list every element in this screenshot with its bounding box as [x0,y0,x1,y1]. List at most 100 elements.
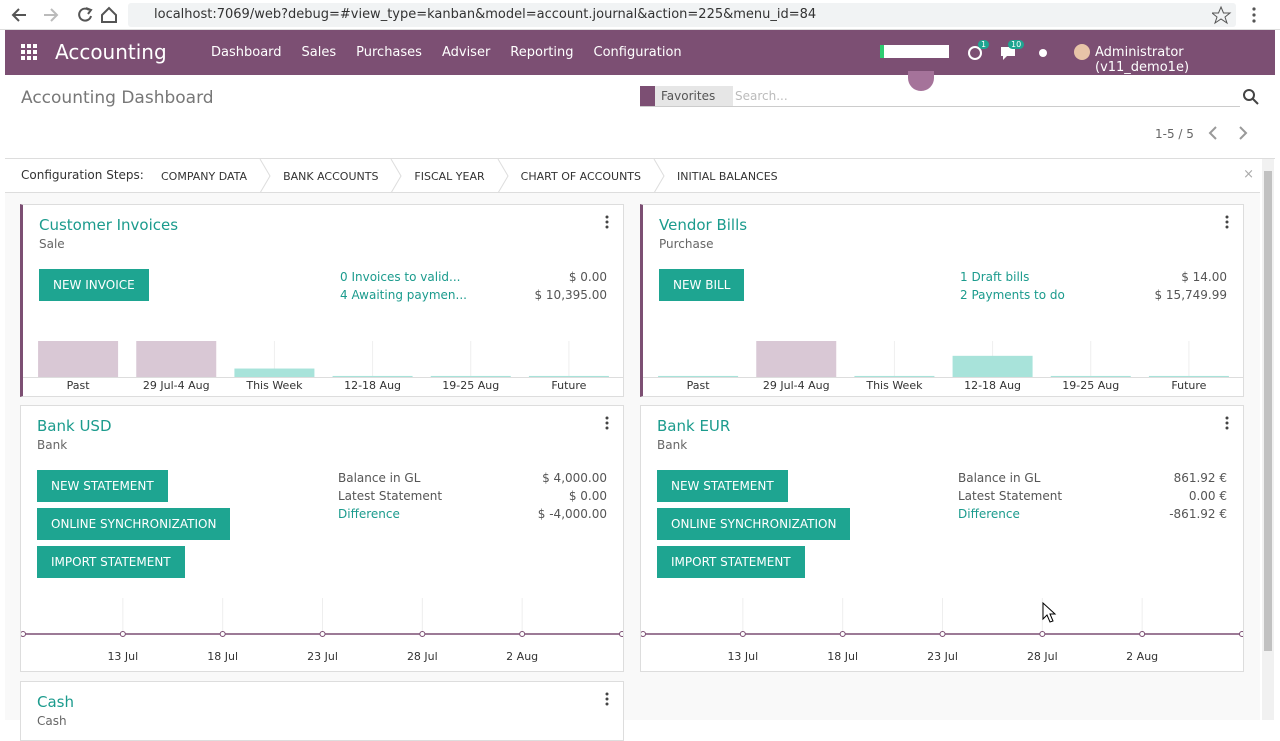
menu-item[interactable]: Adviser [441,45,491,60]
progress-bar [880,45,949,58]
dot [1225,426,1229,430]
browser-bar: localhost:7069/web?debug=#view_type=kanb… [0,0,1280,30]
user-menu[interactable]: Administrator (v11_demo1e) [1095,45,1190,75]
row-value: $ 10,395.00 [534,288,607,302]
card-title[interactable]: Bank USD [37,417,112,435]
x-label: 23 Jul [927,650,958,663]
x-label: 19-25 Aug [442,379,499,392]
dot [605,697,609,701]
browser-actions[interactable] [1212,5,1267,25]
row-label[interactable]: 2 Payments to do [960,288,1065,302]
scroll-thumb[interactable] [1264,171,1272,651]
card-menu[interactable] [605,215,609,229]
row-value: $ 0.00 [568,270,607,284]
card-button[interactable]: NEW STATEMENT [657,470,788,502]
x-label: Future [1171,379,1206,392]
search-facet[interactable]: Favorites [640,86,734,106]
browser-buttons[interactable] [10,5,120,25]
config-step[interactable]: INITIAL BALANCES [677,170,778,183]
bar [234,368,315,377]
point [1039,631,1046,637]
step-separator [497,159,509,193]
x-label: 13 Jul [107,650,138,663]
x-label: 28 Jul [1027,650,1058,663]
row-label: Balance in GL [338,471,421,485]
x-label: 19-25 Aug [1062,379,1119,392]
card-button[interactable]: NEW STATEMENT [37,470,168,502]
breadcrumb-title: Accounting Dashboard [21,88,214,108]
message-badge: 10 [1008,40,1025,49]
row-value: $ 4,000.00 [542,471,607,485]
point [419,631,426,637]
step-separator [259,159,271,193]
dot [1225,225,1229,229]
close-config[interactable]: × [1243,167,1254,182]
journal-card: Bank USD Bank NEW STATEMENT ONLINE SYNCHRON… [20,405,624,672]
card-button[interactable]: IMPORT STATEMENT [657,546,805,578]
dot [605,416,609,420]
kanban-area: Customer Invoices Sale NEW INVOICE 0 Invoic… [5,193,1260,741]
pager: 1-5 / 5 [1155,127,1194,141]
config-step[interactable]: FISCAL YEAR [414,170,485,183]
bar [430,375,511,377]
row-label[interactable]: Difference [958,507,1020,521]
row-value: 861.92 € [1173,471,1227,485]
card-menu[interactable] [605,692,609,706]
journal-card: Customer Invoices Sale NEW INVOICE 0 Invoic… [20,204,624,397]
menu-item[interactable]: Configuration [593,45,682,60]
cursor [1042,602,1057,623]
dot [605,225,609,229]
card-title[interactable]: Customer Invoices [39,216,179,234]
point [839,631,846,637]
config-step[interactable]: COMPANY DATA [161,170,248,183]
journal-card: Bank EUR Bank NEW STATEMENT ONLINE SYNCHRON… [640,405,1244,672]
config-step[interactable]: CHART OF ACCOUNTS [520,170,642,183]
row-label[interactable]: 4 Awaiting paymen... [340,288,467,302]
menu-item[interactable]: Purchases [356,45,422,60]
search-box[interactable] [640,86,1240,107]
row-label[interactable]: 0 Invoices to valid... [340,270,461,284]
pager-buttons[interactable] [1205,125,1255,141]
url-bar[interactable]: localhost:7069/web?debug=#view_type=kanb… [128,3,1236,27]
x-label: Future [551,379,586,392]
card-menu[interactable] [1225,215,1229,229]
card-menu[interactable] [605,416,609,430]
row-label[interactable]: 1 Draft bills [960,270,1030,284]
point [1139,631,1146,637]
card-subtitle: Bank [657,438,688,452]
bar [528,375,609,377]
bar [854,375,935,377]
card-title[interactable]: Vendor Bills [659,216,748,234]
menu-item[interactable]: Sales [301,45,337,60]
card-subtitle: Purchase [659,237,714,251]
row-label: Latest Statement [958,489,1063,503]
point [21,631,26,637]
card-subtitle: Bank [37,438,68,452]
card-button[interactable]: IMPORT STATEMENT [37,546,185,578]
config-step[interactable]: BANK ACCOUNTS [283,170,379,183]
x-label: Past [687,379,711,392]
card-button[interactable]: NEW BILL [659,269,745,301]
facet-icon [640,86,655,106]
chevron [259,159,271,193]
menu-item[interactable]: Dashboard [211,45,282,60]
card-title[interactable]: Cash [37,693,74,711]
card-button[interactable]: ONLINE SYNCHRONIZATION [657,508,851,540]
apps-icon[interactable] [21,44,39,62]
row-label[interactable]: Difference [338,507,400,521]
row-value: $ -4,000.00 [537,507,607,521]
systray-icons[interactable] [967,42,1057,64]
row-label: Balance in GL [958,471,1041,485]
search-icon[interactable] [1243,89,1259,105]
card-title[interactable]: Bank EUR [657,417,731,435]
card-button[interactable]: NEW INVOICE [39,269,149,301]
bar [332,375,413,377]
menu-item[interactable]: Reporting [510,45,574,60]
bar [952,355,1033,377]
card-menu[interactable] [1225,416,1229,430]
card-subtitle: Cash [37,714,67,728]
card-button[interactable]: ONLINE SYNCHRONIZATION [37,508,231,540]
x-label: This Week [245,379,303,392]
bar [136,341,217,377]
